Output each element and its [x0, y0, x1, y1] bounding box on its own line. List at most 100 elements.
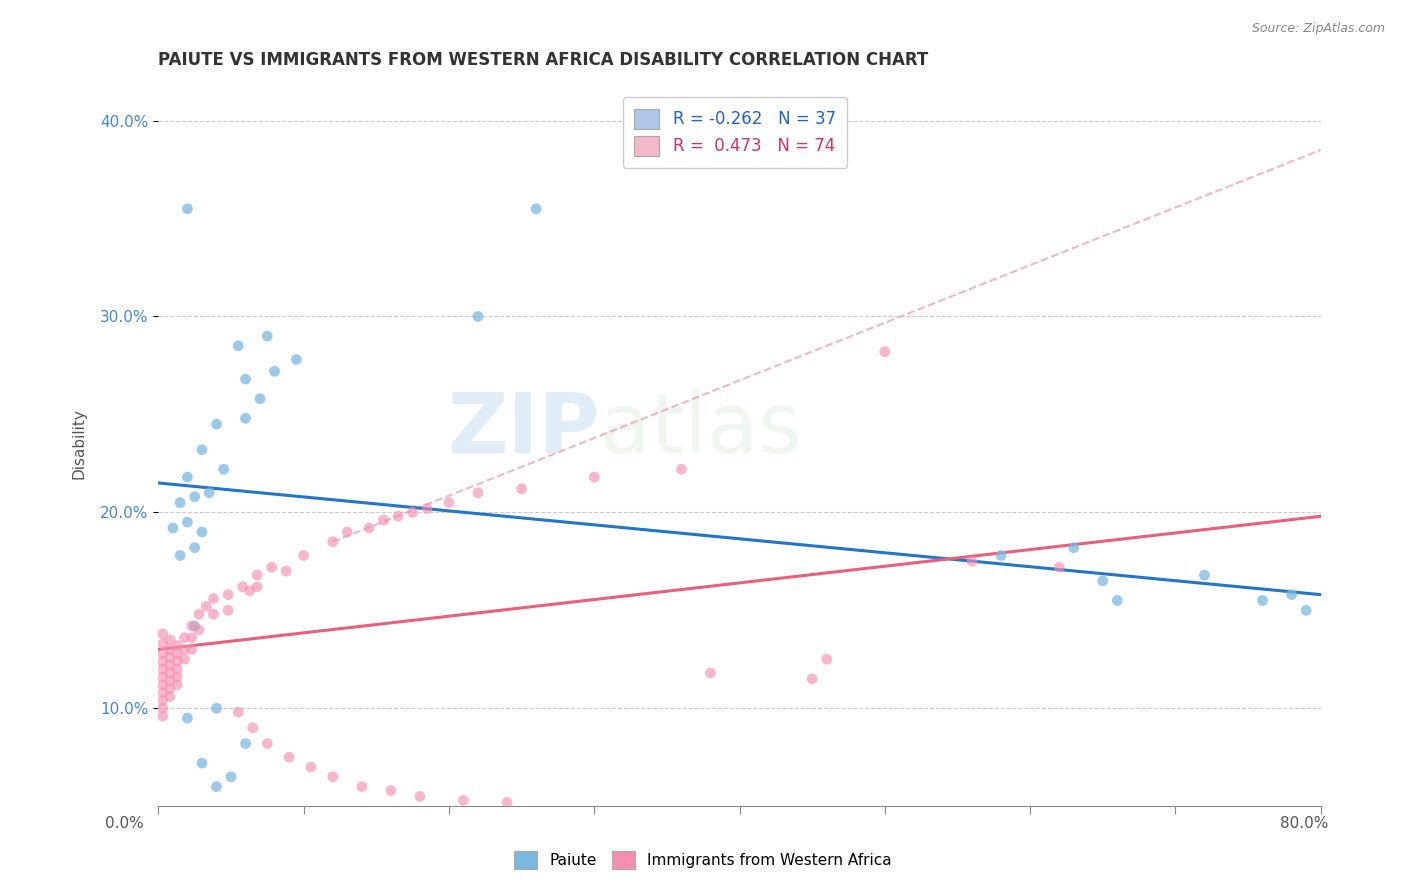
Point	[235, 411, 257, 425]
Point	[152, 693, 174, 707]
Legend: Paiute, Immigrants from Western Africa: Paiute, Immigrants from Western Africa	[508, 845, 898, 875]
Point	[873, 344, 896, 359]
Point	[357, 521, 380, 535]
Point	[453, 793, 475, 807]
Point	[159, 642, 181, 657]
Point	[217, 603, 239, 617]
Point	[188, 607, 211, 622]
Point	[162, 521, 184, 535]
Point	[166, 678, 188, 692]
Point	[159, 650, 181, 665]
Point	[401, 505, 423, 519]
Point	[152, 654, 174, 668]
Point	[1194, 568, 1216, 582]
Point	[166, 662, 188, 676]
Point	[350, 780, 373, 794]
Point	[176, 515, 198, 529]
Point	[671, 462, 693, 476]
Point	[242, 721, 264, 735]
Point	[960, 554, 983, 568]
Point	[176, 470, 198, 484]
Point	[173, 652, 195, 666]
Point	[510, 482, 533, 496]
Point	[180, 642, 202, 657]
Point	[232, 580, 254, 594]
Point	[285, 352, 308, 367]
Text: 0.0%: 0.0%	[105, 816, 145, 831]
Point	[152, 678, 174, 692]
Point	[166, 654, 188, 668]
Point	[1295, 603, 1317, 617]
Point	[205, 780, 228, 794]
Text: ZIP: ZIP	[447, 389, 600, 470]
Point	[226, 705, 249, 719]
Point	[226, 339, 249, 353]
Point	[202, 591, 225, 606]
Point	[1091, 574, 1114, 588]
Point	[524, 202, 547, 216]
Point	[166, 639, 188, 653]
Point	[152, 647, 174, 661]
Point	[180, 631, 202, 645]
Point	[373, 513, 395, 527]
Y-axis label: Disability: Disability	[72, 409, 86, 479]
Point	[1107, 593, 1129, 607]
Point	[246, 580, 269, 594]
Point	[176, 202, 198, 216]
Point	[205, 701, 228, 715]
Point	[183, 490, 205, 504]
Text: atlas: atlas	[600, 389, 801, 470]
Text: 80.0%: 80.0%	[1281, 816, 1329, 831]
Point	[217, 588, 239, 602]
Point	[437, 495, 460, 509]
Point	[152, 627, 174, 641]
Point	[191, 442, 214, 457]
Point	[1251, 593, 1274, 607]
Point	[173, 642, 195, 657]
Point	[1281, 588, 1303, 602]
Point	[195, 599, 218, 614]
Point	[159, 658, 181, 673]
Point	[260, 560, 283, 574]
Point	[1047, 560, 1070, 574]
Point	[292, 549, 315, 563]
Point	[416, 501, 439, 516]
Point	[815, 652, 838, 666]
Point	[278, 750, 301, 764]
Point	[249, 392, 271, 406]
Point	[205, 417, 228, 432]
Point	[152, 662, 174, 676]
Point	[169, 495, 191, 509]
Point	[173, 631, 195, 645]
Point	[276, 564, 298, 578]
Point	[322, 534, 344, 549]
Point	[159, 681, 181, 696]
Point	[380, 783, 402, 797]
Point	[235, 737, 257, 751]
Point	[801, 672, 824, 686]
Point	[183, 619, 205, 633]
Point	[583, 470, 606, 484]
Point	[246, 568, 269, 582]
Point	[152, 701, 174, 715]
Point	[409, 789, 432, 804]
Point	[166, 670, 188, 684]
Point	[152, 685, 174, 699]
Point	[322, 770, 344, 784]
Point	[387, 509, 409, 524]
Point	[1063, 541, 1085, 555]
Point	[152, 709, 174, 723]
Point	[202, 607, 225, 622]
Point	[235, 372, 257, 386]
Point	[256, 329, 278, 343]
Point	[496, 795, 519, 809]
Point	[191, 756, 214, 771]
Point	[159, 632, 181, 647]
Point	[159, 673, 181, 688]
Point	[263, 364, 285, 378]
Point	[183, 541, 205, 555]
Point	[239, 583, 262, 598]
Point	[159, 690, 181, 704]
Point	[256, 737, 278, 751]
Point	[152, 670, 174, 684]
